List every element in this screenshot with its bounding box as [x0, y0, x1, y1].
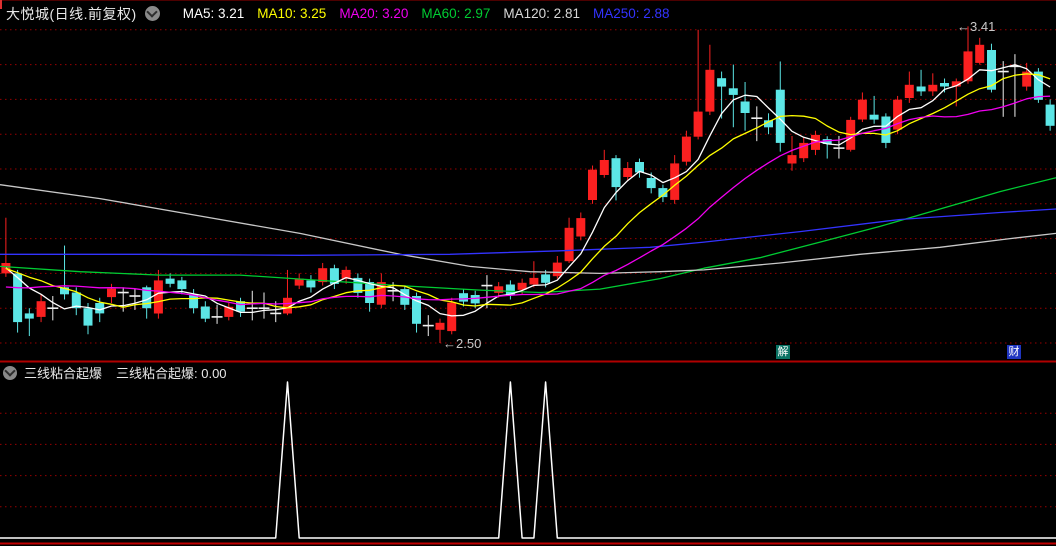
candle-up: [928, 84, 938, 92]
indicator-header: 三线粘合起爆 三线粘合起爆: 0.00: [0, 364, 1056, 381]
high-price-label: ←3.41: [957, 19, 996, 34]
stock-title: 大悦城(日线.前复权): [6, 5, 137, 22]
candle-up: [588, 169, 597, 200]
candle-up: [494, 286, 504, 293]
info-badge-jie[interactable]: 解: [776, 345, 790, 359]
candle-up: [376, 282, 386, 305]
low-price-label: ←2.50: [443, 336, 482, 351]
candle-down: [940, 83, 949, 87]
window-edge-tick: [0, 0, 2, 9]
candle-down: [728, 88, 738, 95]
candle-down: [1033, 71, 1043, 100]
candle-down: [353, 277, 363, 293]
candle-down: [740, 101, 750, 113]
candle-up: [552, 262, 562, 277]
candle-down: [869, 114, 879, 120]
ma-legend: MA5: 3.21 MA10: 3.25 MA20: 3.20 MA60: 2.97 M…: [170, 6, 670, 21]
candle-up: [904, 84, 914, 98]
chevron-down-icon[interactable]: [3, 365, 17, 380]
candle-up: [799, 142, 809, 159]
ma-legend-item: MA60: 2.97: [421, 6, 491, 21]
candle-down: [635, 162, 644, 173]
candle-down: [764, 120, 773, 128]
candle-down: [412, 296, 421, 324]
candle-down: [365, 282, 375, 303]
ma-legend-item: MA250: 2.88: [592, 6, 670, 21]
candle-down: [505, 284, 515, 295]
candle-up: [564, 227, 574, 262]
candle-up: [951, 81, 961, 87]
candle-down: [13, 273, 23, 323]
candle-up: [599, 160, 609, 175]
candle-up: [283, 297, 292, 314]
candle-down: [236, 301, 245, 312]
candle-up: [435, 322, 445, 330]
candle-up: [963, 51, 973, 82]
indicator-signal-line: [0, 381, 1056, 539]
candle-up: [1022, 71, 1032, 87]
ma-legend-item: MA120: 2.81: [503, 6, 580, 21]
candle-down: [717, 78, 727, 87]
candle-down: [95, 303, 105, 314]
ma-line-ma60: [0, 177, 1056, 294]
candle-down: [24, 313, 34, 319]
candle-down: [142, 287, 152, 309]
ma-legend-item: MA20: 3.20: [339, 6, 409, 21]
candle-down: [916, 86, 926, 92]
candle-up: [294, 278, 304, 286]
candle-up: [975, 44, 985, 63]
candle-up: [857, 99, 867, 120]
candle-down: [189, 294, 199, 309]
ma-line-ma250: [0, 208, 1056, 256]
indicator-value: 三线粘合起爆: 0.00: [116, 366, 227, 381]
candle-up: [681, 136, 691, 162]
indicator-name: 三线粘合起爆: [24, 366, 103, 381]
candle-up: [341, 269, 351, 279]
ma-line-ma10: [5, 73, 1051, 309]
candle-up: [447, 302, 457, 332]
candle-up: [224, 306, 234, 317]
candle-up: [787, 155, 797, 164]
candle-up: [529, 277, 539, 285]
candle-down: [459, 293, 468, 302]
candle-up: [670, 163, 680, 200]
candle-down: [658, 188, 668, 198]
candle-up: [893, 99, 903, 130]
ma-line-ma5: [5, 64, 1051, 317]
candle-up: [623, 168, 633, 177]
candle-down: [306, 280, 316, 288]
candle-down: [200, 306, 210, 319]
candle-down: [881, 116, 891, 143]
chevron-down-icon[interactable]: [144, 6, 160, 21]
info-badge-cai[interactable]: 财: [1007, 345, 1021, 359]
candle-down: [611, 158, 621, 188]
ma-legend-item: MA10: 3.25: [257, 6, 327, 21]
candle-up: [693, 111, 703, 137]
candle-up: [318, 268, 328, 283]
chart-header: 大悦城(日线.前复权) MA5: 3.21 MA10: 3.25 MA20: 3.2…: [0, 0, 1056, 27]
candle-down: [646, 178, 656, 189]
candle-up: [576, 218, 586, 237]
candle-up: [36, 301, 46, 317]
candle-up: [153, 280, 163, 314]
candle-down: [177, 280, 187, 290]
candle-down: [470, 295, 480, 304]
candle-down: [1045, 104, 1055, 126]
ma-legend-item: MA5: 3.21: [182, 6, 245, 21]
candle-down: [541, 274, 551, 283]
candle-down: [822, 139, 832, 144]
candle-down: [165, 278, 175, 284]
candle-down: [83, 308, 93, 326]
ma-line-ma120: [0, 184, 1056, 275]
candle-down: [71, 292, 81, 309]
ma-line-ma20: [5, 95, 1051, 306]
candle-down: [60, 287, 69, 295]
candle-up: [517, 282, 527, 290]
candle-down: [329, 268, 339, 284]
candle-up: [705, 69, 715, 112]
candle-up: [107, 288, 116, 298]
candle-down: [987, 50, 996, 90]
